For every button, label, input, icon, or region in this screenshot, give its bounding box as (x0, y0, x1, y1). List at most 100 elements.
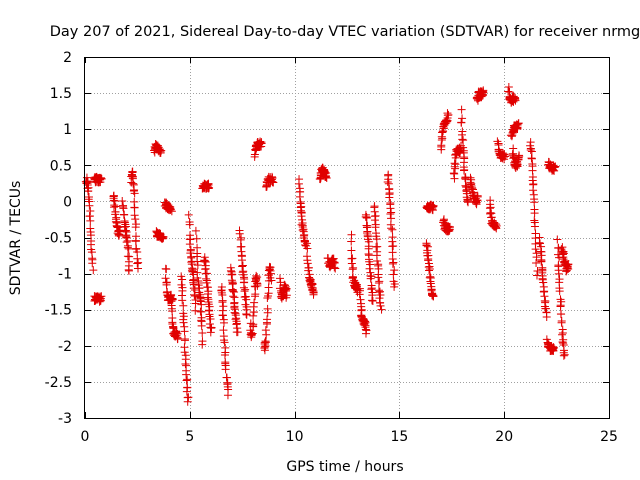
data-point (294, 179, 303, 188)
data-point (96, 178, 105, 187)
data-point (532, 253, 541, 262)
data-point (172, 331, 181, 340)
data-point (460, 165, 469, 174)
data-point (486, 209, 495, 218)
data-point (219, 318, 228, 327)
y-tick-label: -1 (58, 267, 72, 283)
data-point (197, 321, 206, 330)
data-point (361, 329, 370, 338)
x-tick-label: 10 (286, 429, 304, 445)
data-point (221, 365, 230, 374)
data-point (429, 201, 438, 210)
data-point (459, 136, 468, 145)
data-point (97, 292, 106, 301)
y-tick-label: -2 (58, 339, 72, 355)
data-point (236, 235, 245, 244)
data-point (179, 301, 188, 310)
data-point (501, 152, 510, 161)
data-point (282, 293, 291, 302)
data-point (183, 375, 192, 384)
data-point (530, 216, 539, 225)
data-point (203, 293, 212, 302)
data-point (229, 292, 238, 301)
data-point (204, 298, 213, 306)
x-tick-label: 25 (600, 429, 618, 445)
data-point (110, 201, 119, 210)
data-point (385, 193, 394, 202)
data-point (377, 305, 386, 314)
data-point (249, 311, 258, 320)
data-point (123, 243, 132, 252)
data-point (205, 183, 214, 192)
data-point (463, 197, 472, 206)
data-point (514, 119, 523, 128)
data-point (376, 290, 385, 299)
data-point (96, 296, 105, 305)
data-point (261, 326, 270, 335)
data-point (550, 166, 559, 175)
data-point (198, 340, 207, 349)
data-point (133, 248, 142, 257)
data-point (250, 298, 259, 307)
data-point (89, 266, 98, 275)
data-point (239, 283, 248, 292)
data-point (553, 235, 562, 244)
data-point (187, 258, 196, 267)
data-point (361, 212, 370, 221)
data-point (303, 244, 312, 253)
x-axis-label: GPS time / hours (286, 459, 403, 475)
data-point (322, 172, 331, 181)
data-point (467, 184, 476, 193)
data-point (493, 137, 502, 146)
data-point (449, 169, 458, 178)
data-point (184, 393, 193, 402)
data-point (530, 198, 539, 207)
data-point (389, 241, 398, 250)
data-point (191, 306, 200, 315)
data-point (473, 191, 482, 200)
data-point (194, 288, 203, 297)
data-point (130, 203, 139, 212)
data-point (131, 215, 140, 224)
data-point (86, 207, 95, 216)
data-point (367, 284, 376, 293)
data-point (206, 328, 215, 337)
data-point (185, 240, 194, 249)
data-point (155, 145, 164, 154)
data-point (564, 260, 573, 269)
data-point (182, 387, 191, 396)
data-point (331, 264, 340, 273)
data-point (132, 244, 141, 253)
data-point (373, 257, 382, 266)
data-point (560, 350, 569, 359)
data-point (187, 266, 196, 275)
data-point (458, 114, 467, 123)
data-point (253, 281, 262, 290)
data-point (168, 307, 177, 316)
data-point (425, 266, 434, 275)
data-point (492, 221, 501, 230)
data-point (450, 159, 459, 168)
data-point (201, 256, 210, 265)
data-point (223, 391, 232, 400)
data-point (429, 292, 438, 301)
data-point (530, 209, 539, 218)
data-point (84, 187, 93, 196)
data-point (129, 179, 138, 188)
data-point (558, 330, 567, 339)
plot-frame (84, 57, 610, 419)
data-point (261, 337, 270, 346)
data-point (513, 160, 522, 169)
data-point (528, 176, 537, 185)
data-point (156, 146, 165, 155)
data-point (298, 226, 307, 235)
data-point (390, 266, 399, 275)
data-point (218, 296, 227, 305)
data-point (559, 339, 568, 348)
data-point (86, 216, 95, 225)
data-point (97, 174, 106, 183)
data-point (347, 246, 356, 255)
data-point (88, 259, 97, 268)
y-tick-label: 1 (63, 122, 72, 138)
